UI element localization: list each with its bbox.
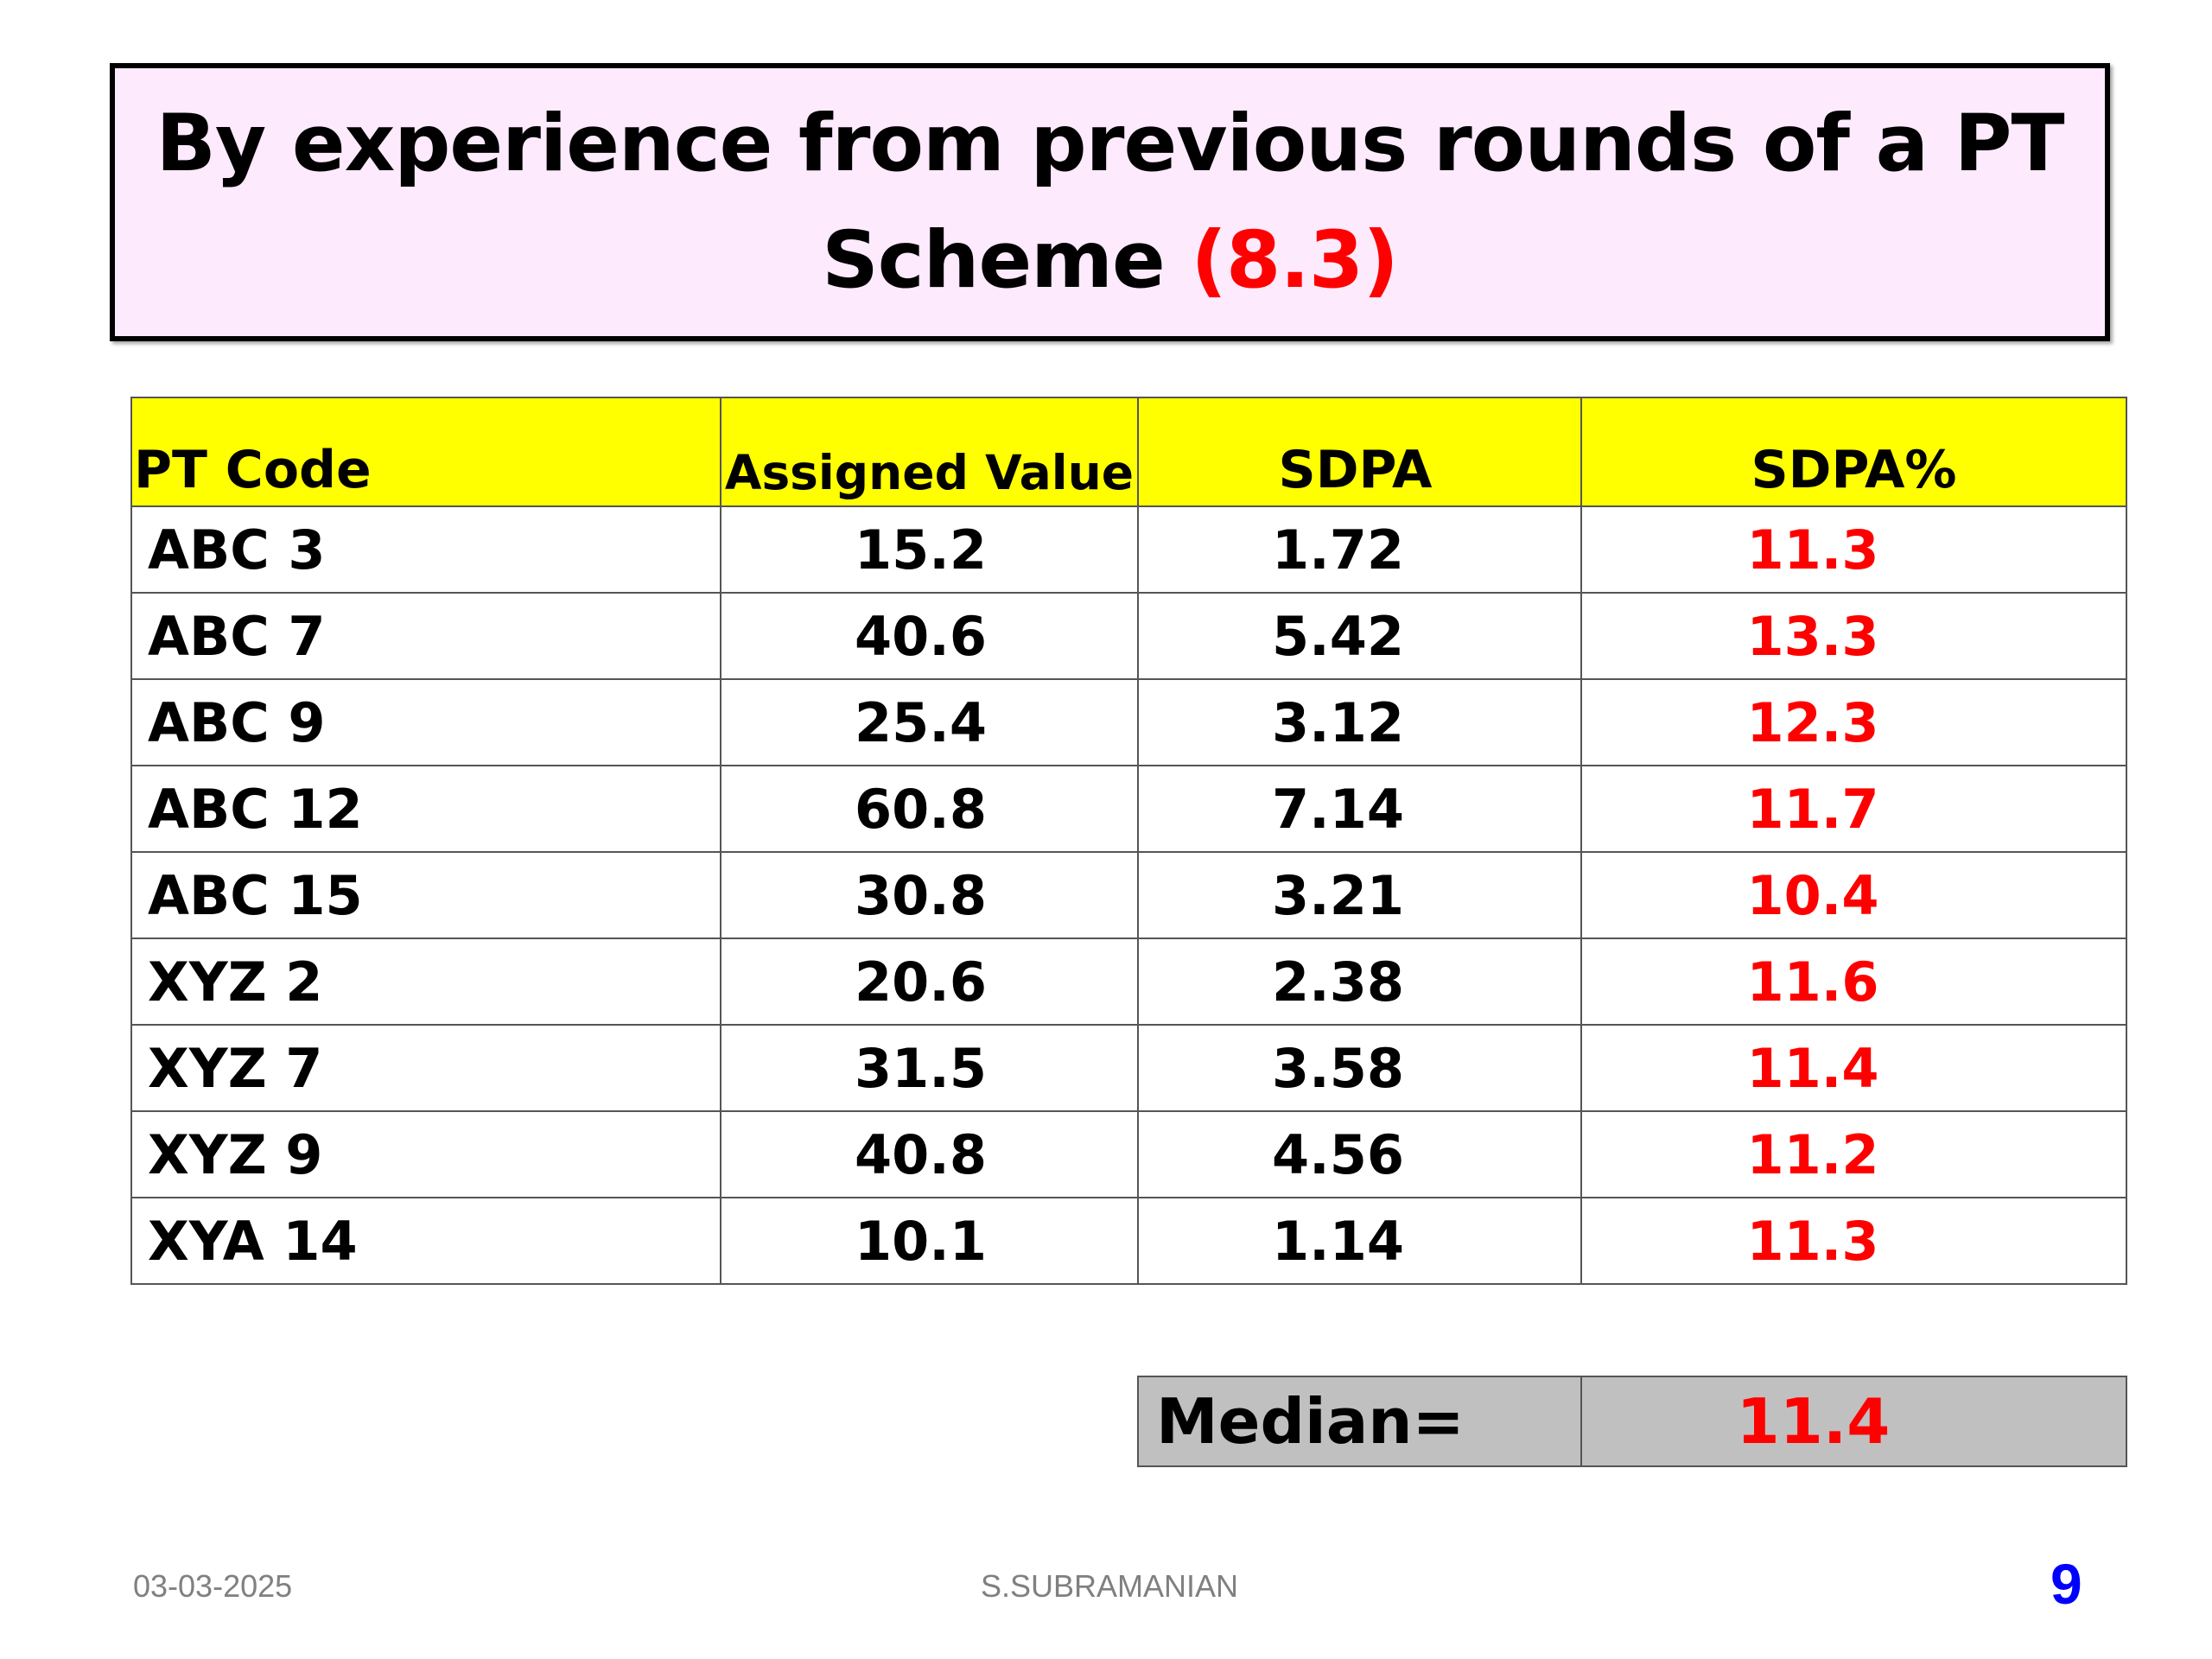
title-section-number: (8.3) xyxy=(1191,215,1398,306)
cell-sdpa: 3.58 xyxy=(1137,1024,1582,1112)
cell-assigned-value: 60.8 xyxy=(720,765,1139,853)
cell-assigned-value: 30.8 xyxy=(720,851,1139,939)
cell-assigned-value: 20.6 xyxy=(720,938,1139,1026)
table-row: XYZ 9 40.8 4.56 11.2 xyxy=(130,1110,2127,1198)
table-row: ABC 9 25.4 3.12 12.3 xyxy=(130,678,2127,766)
cell-sdpa-percent: 11.2 xyxy=(1580,1110,2127,1198)
cell-assigned-value: 40.6 xyxy=(720,592,1139,680)
median-table: Median= 11.4 xyxy=(1137,1376,2127,1467)
cell-sdpa-percent: 11.3 xyxy=(1580,505,2127,594)
cell-pt-code: XYZ 2 xyxy=(130,938,721,1026)
median-value: 11.4 xyxy=(1580,1376,2127,1467)
cell-sdpa: 1.72 xyxy=(1137,505,1582,594)
table-row: XYA 14 10.1 1.14 11.3 xyxy=(130,1197,2127,1285)
median-label: Median= xyxy=(1137,1376,1582,1467)
cell-sdpa: 3.12 xyxy=(1137,678,1582,766)
cell-pt-code: XYA 14 xyxy=(130,1197,721,1285)
table-row: ABC 12 60.8 7.14 11.7 xyxy=(130,765,2127,853)
cell-sdpa: 2.38 xyxy=(1137,938,1582,1026)
cell-pt-code: ABC 15 xyxy=(130,851,721,939)
title-line-1: By experience from previous rounds of a … xyxy=(156,99,2064,189)
cell-assigned-value: 40.8 xyxy=(720,1110,1139,1198)
cell-pt-code: ABC 3 xyxy=(130,505,721,594)
cell-sdpa: 3.21 xyxy=(1137,851,1582,939)
cell-pt-code: XYZ 9 xyxy=(130,1110,721,1198)
table-row: ABC 7 40.6 5.42 13.3 xyxy=(130,592,2127,680)
pt-data-table: PT Code Assigned Value SDPA SDPA% ABC 3 … xyxy=(130,397,2127,1285)
cell-assigned-value: 31.5 xyxy=(720,1024,1139,1112)
table-row: ABC 3 15.2 1.72 11.3 xyxy=(130,505,2127,594)
title-line-2: Scheme xyxy=(822,215,1192,306)
cell-assigned-value: 15.2 xyxy=(720,505,1139,594)
cell-pt-code: XYZ 7 xyxy=(130,1024,721,1112)
cell-sdpa-percent: 11.6 xyxy=(1580,938,2127,1026)
slide-title: By experience from previous rounds of a … xyxy=(156,86,2064,319)
cell-sdpa-percent: 11.3 xyxy=(1580,1197,2127,1285)
cell-pt-code: ABC 7 xyxy=(130,592,721,680)
cell-sdpa-percent: 12.3 xyxy=(1580,678,2127,766)
table-row: XYZ 2 20.6 2.38 11.6 xyxy=(130,938,2127,1026)
cell-assigned-value: 10.1 xyxy=(720,1197,1139,1285)
cell-sdpa: 1.14 xyxy=(1137,1197,1582,1285)
cell-sdpa-percent: 11.4 xyxy=(1580,1024,2127,1112)
footer-author: S.SUBRAMANIAN xyxy=(981,1568,1239,1604)
footer-date: 03-03-2025 xyxy=(133,1568,293,1604)
cell-assigned-value: 25.4 xyxy=(720,678,1139,766)
cell-sdpa-percent: 11.7 xyxy=(1580,765,2127,853)
median-row: Median= 11.4 xyxy=(1137,1376,2127,1467)
header-sdpa: SDPA xyxy=(1137,397,1582,507)
cell-sdpa-percent: 13.3 xyxy=(1580,592,2127,680)
cell-sdpa: 5.42 xyxy=(1137,592,1582,680)
cell-pt-code: ABC 9 xyxy=(130,678,721,766)
table-row: ABC 15 30.8 3.21 10.4 xyxy=(130,851,2127,939)
header-pt-code: PT Code xyxy=(130,397,721,507)
slide-title-box: By experience from previous rounds of a … xyxy=(110,63,2110,341)
table-row: XYZ 7 31.5 3.58 11.4 xyxy=(130,1024,2127,1112)
slide-page-number: 9 xyxy=(2050,1552,2082,1616)
table-header-row: PT Code Assigned Value SDPA SDPA% xyxy=(130,397,2127,507)
header-assigned-value: Assigned Value xyxy=(720,397,1139,507)
cell-sdpa-percent: 10.4 xyxy=(1580,851,2127,939)
cell-sdpa: 7.14 xyxy=(1137,765,1582,853)
header-sdpa-percent: SDPA% xyxy=(1580,397,2127,507)
cell-pt-code: ABC 12 xyxy=(130,765,721,853)
cell-sdpa: 4.56 xyxy=(1137,1110,1582,1198)
